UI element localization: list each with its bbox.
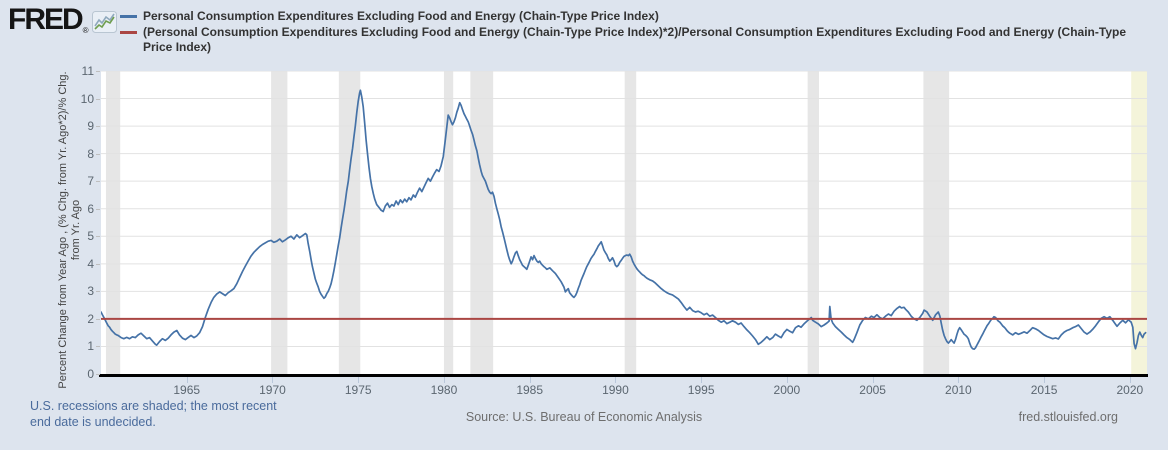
plot-area xyxy=(100,70,1147,374)
y-tick-label: 8 xyxy=(87,146,94,161)
x-tick-mark xyxy=(443,377,445,383)
x-tick-label: 2015 xyxy=(1030,383,1058,397)
x-tick-label: 1970 xyxy=(259,383,286,397)
y-tick-label: 4 xyxy=(87,256,94,271)
y-tick-mark xyxy=(96,236,100,238)
y-tick-mark xyxy=(96,71,100,72)
recession-band xyxy=(807,71,819,374)
legend-item-pce: Personal Consumption Expenditures Exclud… xyxy=(120,9,1154,24)
y-tick-label: 6 xyxy=(87,201,94,216)
x-tick-mark xyxy=(615,377,617,383)
x-tick-mark xyxy=(1044,377,1046,383)
x-tick-mark xyxy=(958,377,960,383)
y-tick-label: 1 xyxy=(87,339,94,354)
legend-item-formula: (Personal Consumption Expenditures Exclu… xyxy=(120,25,1154,55)
x-tick-label: 1995 xyxy=(687,383,715,397)
y-tick-label: 2 xyxy=(87,311,94,326)
x-tick-label: 1975 xyxy=(344,383,372,397)
x-tick-label: 1965 xyxy=(173,383,201,397)
y-tick-label: 3 xyxy=(87,284,94,299)
pce-line-series xyxy=(100,89,1147,351)
undecided-recession-band xyxy=(1131,71,1147,374)
x-axis-line xyxy=(99,374,1148,377)
site-link[interactable]: fred.stlouisfed.org xyxy=(1018,410,1118,424)
y-tick-mark xyxy=(96,374,100,375)
registered-mark: ® xyxy=(82,26,89,35)
y-tick-mark xyxy=(96,208,100,210)
recession-band xyxy=(338,71,361,374)
x-tick-mark xyxy=(1129,377,1131,383)
y-tick-mark xyxy=(96,291,100,293)
recession-band xyxy=(443,71,454,374)
x-tick-mark xyxy=(786,377,788,383)
x-tick-mark xyxy=(272,377,274,383)
x-tick-label: 1985 xyxy=(516,383,544,397)
x-tick-label: 2010 xyxy=(945,383,972,397)
x-tick-label: 1980 xyxy=(430,383,458,397)
y-tick-label: 0 xyxy=(87,367,94,381)
recession-note-line1: U.S. recessions are shaded; the most rec… xyxy=(30,399,277,413)
recession-band xyxy=(105,71,121,374)
y-tick-label: 5 xyxy=(87,229,94,244)
legend: Personal Consumption Expenditures Exclud… xyxy=(120,9,1154,56)
y-tick-label: 11 xyxy=(81,64,94,78)
x-tick-mark xyxy=(701,377,703,383)
recession-note: U.S. recessions are shaded; the most rec… xyxy=(30,399,277,430)
y-tick-mark xyxy=(96,153,100,155)
fred-logo-chart-icon xyxy=(91,11,117,33)
y-tick-mark xyxy=(96,181,100,183)
chart-canvas xyxy=(100,70,1147,374)
x-tick-label: 2000 xyxy=(773,383,801,397)
x-tick-mark xyxy=(872,377,874,383)
y-tick-mark xyxy=(96,346,100,348)
recession-band xyxy=(470,71,494,374)
legend-swatch-red xyxy=(120,31,137,34)
x-tick-label: 1990 xyxy=(602,383,629,397)
x-tick-mark xyxy=(186,377,188,383)
recession-note-line2: end date is undecided. xyxy=(30,414,156,429)
source-note: Source: U.S. Bureau of Economic Analysis xyxy=(465,410,703,424)
y-tick-mark xyxy=(96,263,100,265)
recession-band xyxy=(624,71,637,374)
y-tick-mark xyxy=(96,318,100,320)
legend-label-pce: Personal Consumption Expenditures Exclud… xyxy=(143,9,659,23)
y-tick-mark xyxy=(96,126,100,128)
y-tick-mark xyxy=(96,98,100,100)
y-tick-label: 10 xyxy=(80,91,94,106)
fred-logo[interactable]: FRED ® xyxy=(8,3,117,36)
y-tick-label: 9 xyxy=(87,119,94,134)
x-tick-mark xyxy=(358,377,360,383)
x-tick-label: 2020 xyxy=(1116,383,1144,397)
legend-swatch-blue xyxy=(120,15,137,18)
recession-band xyxy=(923,71,950,374)
x-tick-mark xyxy=(529,377,531,383)
x-tick-label: 2005 xyxy=(859,383,886,397)
fred-logo-text: FRED xyxy=(8,3,84,36)
legend-label-formula: (Personal Consumption Expenditures Exclu… xyxy=(143,25,1127,54)
y-tick-label: 7 xyxy=(87,174,94,189)
recession-band xyxy=(271,71,288,374)
